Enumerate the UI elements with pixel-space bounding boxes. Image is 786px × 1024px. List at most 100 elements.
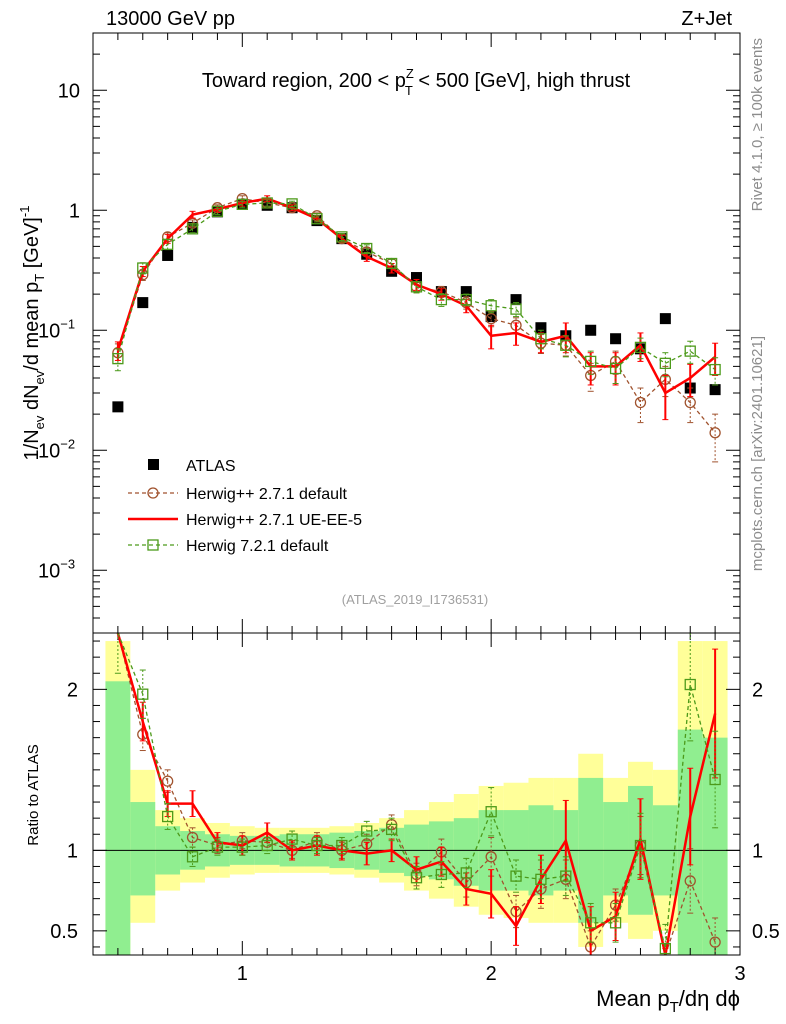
x-tick-label: 1 [237,963,248,985]
atlas-point [510,294,522,306]
mc-line-2 [116,197,716,395]
ratio-marker [361,825,373,837]
ratio-marker [709,936,721,948]
legend-label-atlas: ATLAS [186,458,236,475]
ratio-marker [535,873,547,885]
ratio-y-tick-label-right: 1 [752,840,763,862]
ratio-y-tick-label-right: 2 [752,679,763,701]
y-tick-label: 10 [58,80,80,102]
atlas-point [535,322,547,334]
ratio-marker [684,678,696,691]
ratio-bands [93,641,740,955]
mc-marker [336,231,348,243]
mc-marker [385,257,398,270]
ratio-marker [261,839,273,852]
ratio-marker [385,823,398,836]
ratio-marker [211,841,224,853]
ratio-marker [485,851,497,863]
mc-marker [361,242,373,255]
ratio-marker [410,872,423,884]
mc-marker [609,362,622,375]
mc-marker [162,238,174,250]
ratio-marker [684,875,696,887]
ratio-marker [162,775,174,787]
mc-marker [311,213,323,225]
legend-marker-atlas [148,459,159,470]
ratio-series [114,632,721,958]
ratio-marker [560,870,572,882]
title-post: < 500 [GeV], high thrust [413,70,631,92]
ratio-marker [659,942,671,955]
ratio-marker [186,851,199,863]
ratio-marker [186,831,199,844]
ratio-marker [236,841,248,853]
mc-marker [186,223,199,235]
ratio-marker [286,833,298,845]
mc-line-1 [117,197,716,434]
ratio-y-tick-label: 1 [67,840,78,862]
x-axis-label: Mean pT/dη dϕ [596,986,740,1016]
y-tick-label: 1 [69,200,80,222]
ratio-marker [709,773,721,786]
ratio-marker [336,839,348,852]
mc-marker [684,345,696,357]
header-left: 13000 GeV pp [106,8,235,30]
mc-marker [435,293,448,306]
ratio-panel: 0.5 0.5 1 1 2 2 1 2 3 Ratio to ATLAS Mean pT/dη … [25,632,780,1016]
ratio-band-inner [105,681,131,955]
title-sub: T [405,83,413,98]
title-sup: Z [406,66,414,81]
mc-marker [485,312,497,325]
ratio-y-tick-label: 2 [67,679,78,701]
main-panel: 10−3 10−2 10−1 1 10 Toward region, 200 < pZ T… [17,32,741,634]
mc-marker [535,333,547,345]
atlas-point [585,324,597,336]
main-y-ticks: 10−3 10−2 10−1 1 10 [38,32,741,634]
ratio-marker [585,917,597,929]
main-y-label: 1/Nev dNev/d mean pT [GeV]-1 [17,206,47,461]
ratio-marker [460,867,472,879]
mc-marker [659,357,671,369]
x-tick-label: 3 [734,963,745,985]
header-right: Z+Jet [681,8,732,30]
ratio-y-tick-label-right: 0.5 [752,921,780,943]
atlas-point [187,221,199,233]
mc-marker [510,303,522,315]
ratio-y-label: Ratio to ATLAS [25,744,42,845]
x-tick-label: 2 [486,963,497,985]
main-title: Toward region, 200 < pZ T < 500 [GeV], hi… [202,66,631,98]
atlas-point [709,384,721,396]
ratio-marker [137,688,149,700]
mc-marker [684,396,696,409]
ratio-marker [609,917,622,929]
mc-marker [634,341,647,354]
ratio-band-inner [603,802,629,896]
y-tick-label: 10−1 [38,316,75,342]
mc-marker [709,363,721,376]
mc-marker [236,198,248,210]
mcplots-label: mcplots.cern.ch [arXiv:2401.10621] [749,336,766,571]
atlas-point [659,313,671,325]
legend-marker-herwig7 [147,539,159,551]
atlas-point [162,249,174,261]
mc-marker [634,396,647,409]
mc-marker [460,293,472,306]
ratio-marker [162,810,174,823]
ratio-band-inner [130,802,156,896]
ratio-line-2 [117,632,716,949]
mc-marker [112,352,124,365]
title-pre: Toward region, 200 < p [202,70,406,92]
legend-label-herwigpp-default: Herwig++ 2.7.1 default [186,486,348,503]
mc-marker [485,300,497,312]
legend-label-herwig7: Herwig 7.2.1 default [186,538,329,555]
ratio-marker [634,839,647,852]
ratio-marker [435,868,448,881]
ratio-y-tick-label: 0.5 [50,921,78,943]
analysis-watermark: (ATLAS_2019_I1736531) [342,592,488,607]
atlas-point [460,286,472,298]
atlas-point [610,333,622,345]
ratio-marker [510,870,522,882]
legend: ATLAS Herwig++ 2.7.1 default Herwig++ 2.… [128,458,362,555]
rivet-label: Rivet 4.1.0, ≥ 100k events [749,38,766,211]
